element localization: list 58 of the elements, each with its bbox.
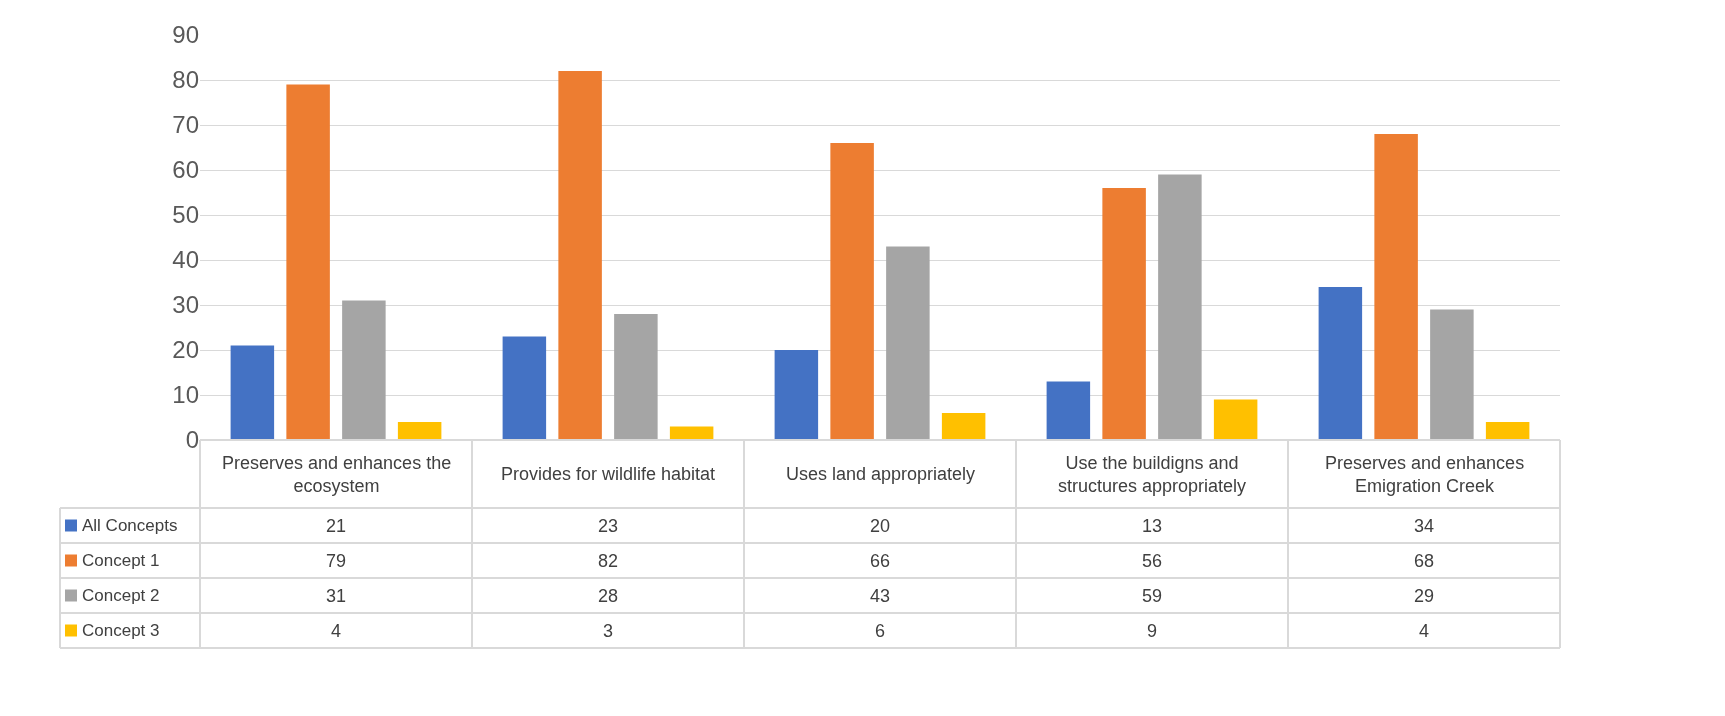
bar — [1430, 309, 1474, 440]
data-label: 23 — [598, 516, 619, 536]
data-label: 29 — [1414, 586, 1435, 606]
x-tick-label: Uses land appropriately — [786, 464, 976, 484]
data-label: 56 — [1142, 551, 1163, 571]
bar — [230, 345, 275, 440]
data-label: 20 — [870, 516, 891, 536]
y-tick-label: 40 — [172, 246, 199, 274]
bar — [1374, 134, 1418, 440]
bar — [1158, 174, 1202, 440]
bar — [1485, 422, 1530, 440]
legend-label: All Concepts — [82, 516, 178, 535]
bar — [1213, 399, 1258, 440]
bar — [1318, 287, 1363, 440]
y-tick-label: 30 — [172, 291, 199, 319]
y-tick-label: 70 — [172, 111, 199, 139]
data-label: 59 — [1142, 586, 1163, 606]
data-label: 66 — [870, 551, 891, 571]
bar — [502, 336, 547, 440]
y-tick-label: 50 — [172, 201, 199, 229]
y-tick-label: 90 — [172, 21, 199, 49]
data-label: 6 — [875, 621, 886, 641]
y-tick-label: 10 — [172, 381, 199, 409]
bar — [886, 246, 930, 440]
data-label: 68 — [1414, 551, 1435, 571]
x-tick-label: Preserves and enhances the ecosystem — [222, 453, 452, 497]
data-label: 4 — [1419, 621, 1430, 641]
bar — [342, 300, 386, 440]
y-tick-label: 20 — [172, 336, 199, 364]
bar — [1046, 381, 1091, 440]
bar — [941, 413, 986, 440]
data-label: 3 — [603, 621, 614, 641]
legend-label: Concept 3 — [82, 621, 160, 640]
bar — [614, 314, 658, 440]
data-label: 9 — [1147, 621, 1158, 641]
legend-label: Concept 1 — [82, 551, 160, 570]
bar — [397, 422, 442, 440]
x-tick-label: Use the buildigns and structures appropriately — [1058, 453, 1247, 497]
data-label: 34 — [1414, 516, 1435, 536]
data-label: 82 — [598, 551, 619, 571]
legend-label: Concept 2 — [82, 586, 160, 605]
bar — [558, 71, 602, 440]
bar — [774, 350, 819, 440]
data-label: 28 — [598, 586, 619, 606]
data-label: 21 — [326, 516, 347, 536]
data-label: 4 — [331, 621, 342, 641]
x-tick-label: Provides for wildlife habitat — [501, 464, 716, 484]
y-tick-label: 0 — [185, 426, 199, 454]
bar — [1102, 188, 1146, 440]
data-label: 13 — [1142, 516, 1163, 536]
data-label: 31 — [326, 586, 347, 606]
data-label: 43 — [870, 586, 891, 606]
y-tick-label: 80 — [172, 66, 199, 94]
data-label: 79 — [326, 551, 347, 571]
bar — [286, 84, 330, 440]
y-tick-label: 60 — [172, 156, 199, 184]
x-tick-label: Preserves and enhances Emigration Creek — [1325, 453, 1525, 497]
bar — [830, 143, 874, 440]
